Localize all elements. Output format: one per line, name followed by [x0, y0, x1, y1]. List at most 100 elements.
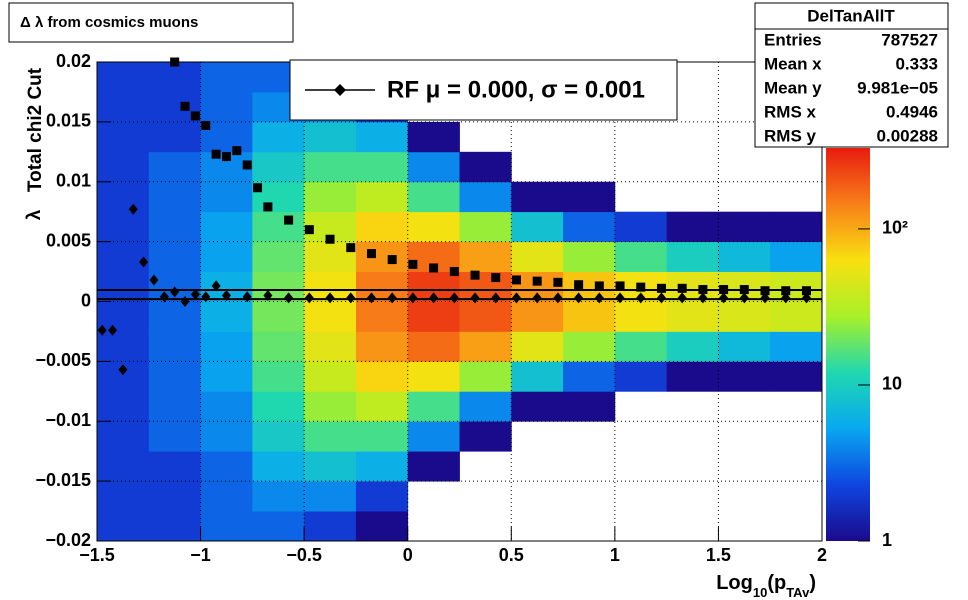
- square-marker: [346, 243, 356, 253]
- heat-cell: [97, 241, 150, 272]
- heat-cell: [97, 181, 150, 213]
- heat-cell: [459, 211, 512, 243]
- heat-cell: [252, 151, 305, 183]
- heat-cell: [407, 211, 460, 243]
- heat-cell: [355, 511, 409, 542]
- heat-cell: [563, 301, 616, 332]
- heat-cell: [148, 511, 201, 542]
- diamond-marker: [615, 292, 625, 304]
- heat-cell: [304, 151, 357, 183]
- square-marker: [553, 277, 563, 287]
- diamond-marker: [139, 256, 149, 268]
- heat-cell: [666, 271, 719, 302]
- square-marker: [449, 267, 459, 277]
- square-marker: [429, 263, 439, 273]
- heat-cell: [200, 451, 253, 482]
- heat-cell: [97, 391, 150, 422]
- heat-cell: [718, 301, 771, 332]
- heat-cell: [97, 91, 150, 123]
- heat-cell: [614, 241, 668, 272]
- diamond-marker: [760, 292, 770, 304]
- heat-cell: [252, 481, 305, 512]
- x-label-part: 10: [753, 585, 767, 600]
- heat-cell: [252, 121, 305, 153]
- square-marker: [190, 111, 200, 121]
- heat-cell: [407, 421, 460, 452]
- heat-cell: [97, 301, 150, 332]
- diamond-marker: [346, 292, 356, 304]
- heat-cell: [304, 361, 357, 392]
- diamond-marker: [656, 292, 666, 304]
- square-marker: [284, 215, 294, 225]
- heat-cell: [304, 511, 357, 542]
- diamond-marker: [387, 292, 397, 304]
- diamond-marker: [304, 292, 314, 304]
- heat-cell: [355, 481, 409, 512]
- heat-cell: [511, 391, 564, 422]
- diamond-marker: [408, 292, 418, 304]
- heat-cell: [511, 181, 564, 213]
- heat-cell: [355, 121, 409, 153]
- x-label-part: ): [809, 572, 816, 594]
- diamond-marker: [574, 292, 584, 304]
- square-marker: [304, 225, 314, 235]
- heat-cell: [407, 121, 460, 153]
- heat-cell: [666, 241, 719, 272]
- heat-cell: [511, 241, 564, 272]
- diamond-marker: [739, 292, 749, 304]
- square-marker: [781, 286, 791, 296]
- square-marker: [221, 152, 231, 162]
- square-marker: [636, 282, 646, 292]
- stats-title: DelTanAllT: [807, 6, 895, 25]
- square-marker: [615, 281, 625, 291]
- diamond-marker: [470, 292, 480, 304]
- heat-cell: [563, 361, 616, 392]
- heat-cell: [148, 211, 201, 243]
- heat-cell: [97, 451, 150, 482]
- heat-cell: [304, 331, 357, 362]
- heat-cell: [666, 211, 719, 243]
- heat-cell: [511, 361, 564, 392]
- heat-cell: [511, 301, 564, 332]
- stats-value: 0.4946: [886, 102, 938, 121]
- heat-cell: [200, 481, 253, 512]
- heat-cell: [770, 271, 823, 302]
- color-bar: [826, 148, 870, 541]
- heat-cell: [459, 361, 512, 392]
- square-marker: [594, 281, 604, 291]
- heat-cell: [355, 211, 409, 243]
- heat-cell: [200, 91, 253, 123]
- x-tick-label: −1.5: [79, 545, 115, 565]
- diamond-marker: [781, 292, 791, 304]
- square-marker: [366, 249, 376, 259]
- diamond-marker: [366, 292, 376, 304]
- heat-cell: [304, 391, 357, 422]
- stats-name: Entries: [764, 30, 822, 49]
- heat-cell: [97, 151, 150, 183]
- heat-cell: [304, 481, 357, 512]
- heat-cell: [718, 361, 771, 392]
- square-marker: [760, 286, 770, 296]
- heat-cell: [148, 181, 201, 213]
- x-label-part: TAv: [786, 585, 810, 600]
- heat-cell: [718, 241, 771, 272]
- heat-cell: [304, 301, 357, 332]
- x-tick-label: −1: [190, 545, 211, 565]
- x-axis-label: Log10(pTAv): [716, 572, 816, 600]
- heat-cell: [770, 301, 823, 332]
- diamond-marker: [211, 280, 221, 292]
- diamond-marker: [242, 291, 252, 303]
- diamond-marker: [677, 292, 687, 304]
- square-marker: [408, 259, 418, 269]
- diamond-marker: [532, 292, 542, 304]
- heat-cell: [148, 361, 201, 392]
- x-tick-label: 0.5: [499, 545, 524, 565]
- heat-cell: [252, 451, 305, 482]
- heat-cell: [355, 271, 409, 302]
- heat-cell: [252, 241, 305, 272]
- z-tick-label: 10: [882, 374, 902, 394]
- square-marker: [325, 234, 335, 244]
- heat-cell: [355, 301, 409, 332]
- diamond-marker: [128, 203, 138, 215]
- z-tick-label: 10²: [882, 218, 908, 238]
